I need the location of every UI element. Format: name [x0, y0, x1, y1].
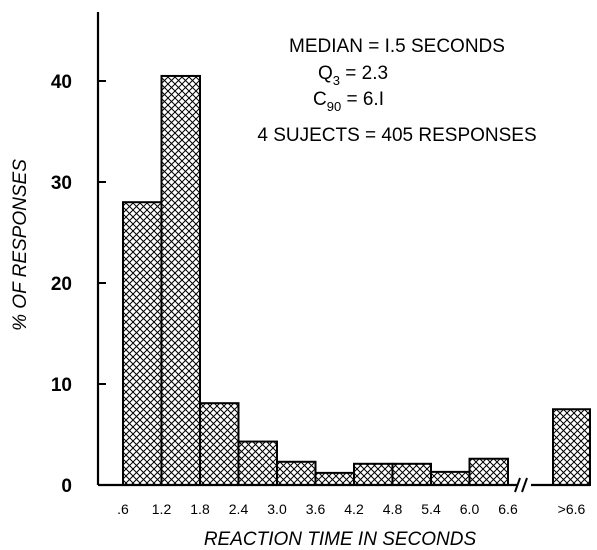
annotation-q3: Q3 = 2.3	[318, 63, 388, 88]
y-tick-label-1: 10	[51, 375, 72, 396]
bar-9	[468, 457, 509, 486]
bar-7	[391, 462, 432, 487]
y-tick-label-2: 20	[51, 274, 72, 295]
x-tick-label-2: 1.8	[190, 501, 210, 517]
y-tick-label-4: 40	[51, 72, 72, 93]
axis-break-mark	[514, 477, 528, 493]
bar-0	[122, 201, 163, 486]
x-ticks-group: .6 1.2 1.8 2.4 3.0 3.6 4.2 4.8 5.4 6.0 6.6 >6.6	[117, 501, 585, 517]
annotation-subjects: 4 SUJECTS = 405 RESPONSES	[257, 125, 536, 146]
annotation-c90: C90 = 6.I	[313, 89, 384, 114]
y-axis-title: % OF RESPONSES	[10, 159, 31, 331]
x-tick-label-3: 2.4	[229, 501, 249, 517]
bar-10	[552, 408, 591, 486]
x-tick-label-11: >6.6	[558, 501, 586, 517]
bar-2	[199, 402, 240, 486]
bars-group	[122, 74, 591, 487]
y-ticks-group: 0 10 20 30 40	[51, 72, 106, 497]
x-tick-label-7: 4.8	[383, 501, 403, 517]
x-axis-title: REACTION TIME IN SECONDS	[204, 529, 477, 550]
bar-6	[353, 462, 394, 487]
y-tick-label-0: 0	[61, 476, 72, 497]
x-tick-label-6: 4.2	[344, 501, 364, 517]
x-tick-label-4: 3.0	[267, 501, 287, 517]
y-tick-label-3: 30	[51, 173, 72, 194]
bar-4	[276, 460, 317, 486]
bar-1	[160, 74, 201, 486]
bar-3	[237, 440, 278, 487]
x-tick-label-8: 5.4	[421, 501, 441, 517]
x-tick-label-9: 6.0	[460, 501, 480, 517]
bar-5	[314, 471, 355, 487]
x-tick-label-1: 1.2	[152, 501, 172, 517]
x-tick-label-5: 3.6	[306, 501, 326, 517]
x-tick-label-10: 6.6	[498, 501, 518, 517]
bar-8	[430, 470, 471, 486]
annotation-median: MEDIAN = I.5 SECONDS	[289, 36, 505, 57]
x-tick-label-0: .6	[117, 501, 129, 517]
